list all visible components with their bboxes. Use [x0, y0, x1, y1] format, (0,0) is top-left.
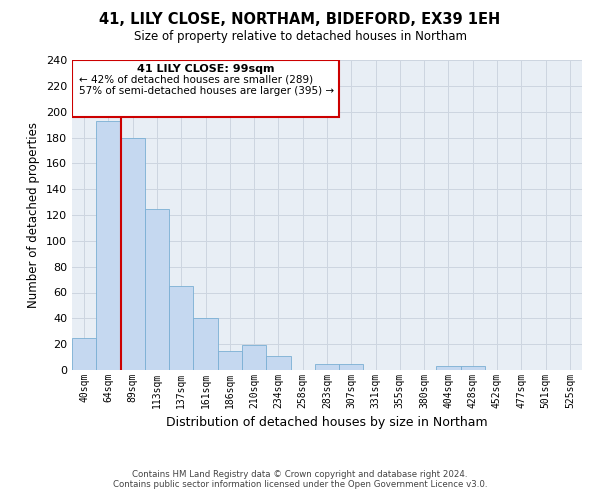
Bar [121, 138, 145, 370]
Bar [72, 338, 96, 370]
Bar [169, 286, 193, 370]
Text: ← 42% of detached houses are smaller (289): ← 42% of detached houses are smaller (28… [79, 74, 313, 84]
Text: 41, LILY CLOSE, NORTHAM, BIDEFORD, EX39 1EH: 41, LILY CLOSE, NORTHAM, BIDEFORD, EX39 … [100, 12, 500, 28]
Bar [193, 318, 218, 370]
Bar [145, 208, 169, 370]
Bar [72, 60, 339, 117]
Text: Size of property relative to detached houses in Northam: Size of property relative to detached ho… [133, 30, 467, 43]
Text: 57% of semi-detached houses are larger (395) →: 57% of semi-detached houses are larger (… [79, 86, 334, 96]
Bar [436, 366, 461, 370]
Y-axis label: Number of detached properties: Number of detached properties [28, 122, 40, 308]
Text: 41 LILY CLOSE: 99sqm: 41 LILY CLOSE: 99sqm [137, 64, 274, 74]
Bar [218, 350, 242, 370]
X-axis label: Distribution of detached houses by size in Northam: Distribution of detached houses by size … [166, 416, 488, 430]
Bar [461, 366, 485, 370]
Bar [266, 356, 290, 370]
Bar [96, 120, 121, 370]
Text: Contains HM Land Registry data © Crown copyright and database right 2024.
Contai: Contains HM Land Registry data © Crown c… [113, 470, 487, 489]
Bar [242, 346, 266, 370]
Bar [315, 364, 339, 370]
Bar [339, 364, 364, 370]
